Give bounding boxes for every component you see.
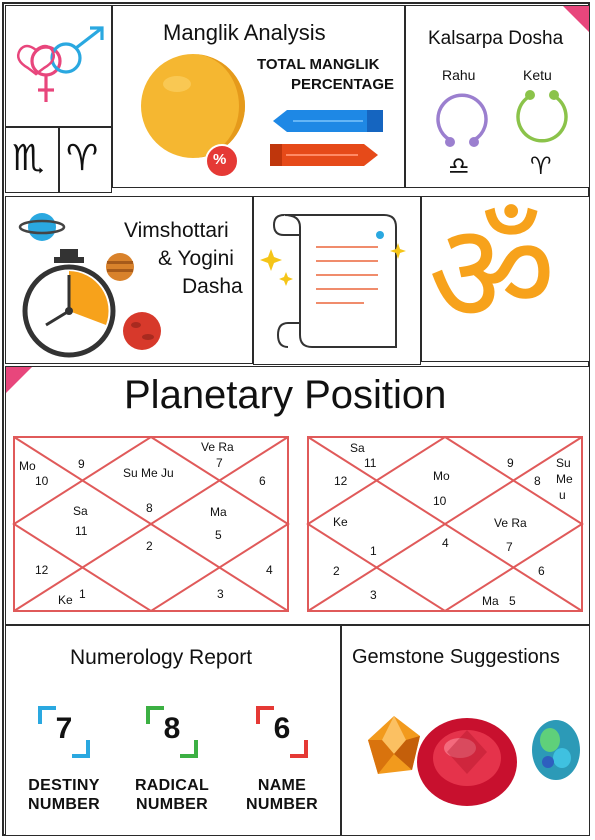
jupiter-icon [106, 253, 134, 281]
dasha-panel: Vimshottari & Yogini Dasha [5, 196, 253, 364]
chart-right-label: 5 [509, 594, 516, 608]
scroll-panel [253, 196, 421, 361]
chart-left-label: 4 [266, 563, 273, 577]
destiny-number-value: 7 [55, 712, 73, 745]
topaz-gem-icon [368, 716, 420, 774]
chart-right-label: Ma [482, 594, 499, 608]
chart-left-label: 9 [78, 457, 85, 471]
dasha-line-1: Vimshottari [124, 219, 229, 242]
chart-left-label: Mo [19, 459, 36, 473]
manglik-subtitle-1: TOTAL MANGLIK [257, 56, 380, 73]
gemstone-title: Gemstone Suggestions [352, 646, 560, 668]
om-panel: ॐ [421, 196, 590, 362]
blue-arrow-icon [273, 110, 383, 132]
ketu-label: Ketu [523, 67, 552, 83]
name-number-value: 6 [273, 712, 291, 745]
chart-left-label: 12 [35, 563, 49, 577]
chart-right-label: 9 [507, 456, 514, 470]
scorpio-icon: ♏ [12, 138, 45, 179]
chart-right-label: 6 [538, 564, 545, 578]
chart-left-label: 6 [259, 474, 266, 488]
chart-left-label: Ve Ra [201, 440, 234, 454]
aries-panel: ♈ [59, 127, 112, 193]
radical-number-label: RADICAL NUMBER [134, 777, 210, 813]
chart-left-label: 2 [146, 539, 153, 553]
birth-chart-left [12, 435, 290, 613]
manglik-panel: Manglik Analysis TOTAL MANGLIK PERCENTAG… [112, 5, 405, 188]
chart-right-label: 3 [370, 588, 377, 602]
numerology-panel: Numerology Report 7 DESTINY NUMBER 8 RAD… [5, 625, 341, 836]
percent-badge-icon [205, 144, 239, 178]
planet-ball-icon [141, 54, 245, 158]
chart-left-label: Ma [210, 505, 227, 519]
chart-right-label: Me [556, 472, 573, 486]
aries-icon: ♈ [66, 138, 99, 179]
chart-right-label: Sa [350, 441, 365, 455]
libra-icon: ♎ [448, 152, 470, 180]
chart-left-label: Su Me Ju [123, 466, 174, 480]
destiny-number-box: 7 [38, 706, 90, 758]
chart-right-label: 12 [334, 474, 348, 488]
kalsarpa-panel: Kalsarpa Dosha Rahu Ketu ♎ ♈ [405, 5, 590, 188]
planetary-panel: Planetary Position Mo 10 9 Su Me Ju Ve R… [5, 366, 590, 625]
destiny-number-label: DESTINY NUMBER [27, 777, 101, 813]
chart-left-label: 10 [35, 474, 49, 488]
ketu-ring-icon [516, 90, 568, 143]
chart-right-label: 2 [333, 564, 340, 578]
corner-accent-left [6, 367, 32, 393]
chart-left-label: 3 [217, 587, 224, 601]
scroll-bottom-strip [253, 359, 421, 365]
chart-right-label: Su [556, 456, 571, 470]
numerology-title: Numerology Report [70, 646, 253, 669]
dasha-line-3: Dasha [182, 275, 243, 298]
dasha-line-2: & Yogini [158, 247, 234, 270]
chart-left-label: 1 [79, 587, 86, 601]
rahu-label: Rahu [442, 67, 476, 83]
chart-left-label: 8 [146, 501, 153, 515]
kalsarpa-title: Kalsarpa Dosha [428, 28, 564, 49]
stopwatch-icon [22, 249, 116, 358]
ruby-gem-icon [417, 718, 517, 806]
chart-right-label: 1 [370, 544, 377, 558]
rahu-ring-icon [436, 93, 488, 147]
scroll-icon [260, 214, 406, 348]
mars-icon [123, 312, 161, 350]
chart-right-label: 8 [534, 474, 541, 488]
chart-right-label: 11 [364, 456, 377, 470]
chart-left-label: Ke [58, 593, 73, 607]
chart-right-label: u [559, 488, 566, 502]
chart-right-label: Ve Ra [494, 516, 527, 530]
planetary-title: Planetary Position [124, 373, 447, 417]
chart-right-label: Ke [333, 515, 348, 529]
chart-left-label: 11 [75, 524, 88, 538]
name-number-label: NAME NUMBER [245, 777, 319, 813]
gender-symbol-icon [17, 26, 104, 102]
chart-right-label: 7 [506, 540, 513, 554]
opal-gem-icon [532, 720, 580, 780]
chart-right-label: 10 [433, 494, 447, 508]
corner-accent [563, 6, 589, 32]
scorpio-panel: ♏ [5, 127, 59, 193]
manglik-title: Manglik Analysis [163, 20, 326, 45]
red-arrow-icon [270, 144, 378, 166]
chart-left-label: 7 [216, 456, 223, 470]
om-icon: ॐ [428, 196, 556, 356]
chart-left-label: 5 [215, 528, 222, 542]
aries-small-icon: ♈ [530, 152, 552, 180]
name-number-box: 6 [256, 706, 308, 758]
chart-right-label: Mo [433, 469, 450, 483]
percent-symbol: % [213, 151, 227, 168]
birth-chart-right [306, 435, 584, 613]
chart-right-label: 4 [442, 536, 449, 550]
radical-number-box: 8 [146, 706, 198, 758]
chart-left-label: Sa [73, 504, 88, 518]
saturn-icon [18, 213, 66, 241]
radical-number-value: 8 [163, 712, 181, 745]
manglik-subtitle-2: PERCENTAGE [291, 76, 395, 93]
gemstone-panel: Gemstone Suggestions [341, 625, 590, 836]
gender-symbol-panel [5, 5, 112, 127]
